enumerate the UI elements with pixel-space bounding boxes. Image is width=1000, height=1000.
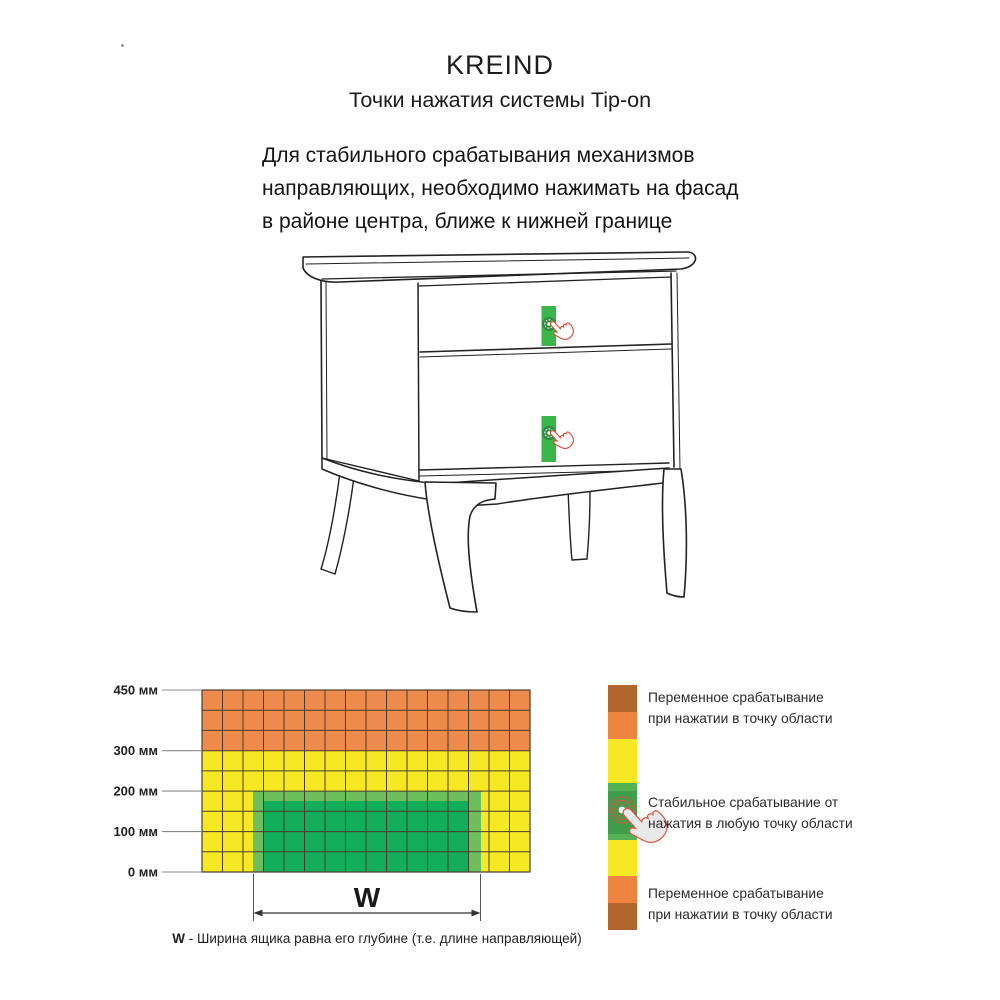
back-right-leg <box>567 487 591 561</box>
intro-line-1: Для стабильного срабатывания механизмов <box>262 144 695 167</box>
legend-bar-brown-bottom <box>608 903 637 930</box>
ripple-outer <box>608 796 636 824</box>
axis-label-300: 300 мм <box>113 743 158 758</box>
footnote: W - Ширина ящика равна его глубине (т.е.… <box>157 931 597 946</box>
legend-bar-brown-top <box>608 685 637 712</box>
legend-line: при нажатии в точку области <box>648 906 833 922</box>
press-zone-top-drawer <box>541 306 578 346</box>
legend-item-variable-top: Переменное срабатывание при нажатии в то… <box>648 688 908 729</box>
legend-line: нажатия в любую точку области <box>648 815 853 831</box>
page-subtitle: Точки нажатия системы Tip-on <box>348 88 652 112</box>
arrowhead-right <box>471 909 481 917</box>
front-left-leg <box>424 481 497 613</box>
drawer-divider <box>419 343 672 353</box>
axis-tick-lines <box>162 689 201 873</box>
axis-label-200: 200 мм <box>113 784 158 799</box>
legend-line: Переменное срабатывание <box>648 886 824 901</box>
page-title: KREIND <box>445 50 554 80</box>
stray-dot <box>121 44 124 47</box>
arrowhead-left <box>253 909 263 917</box>
press-area-grid-diagram: 450 мм 300 мм 200 мм 100 мм 0 мм W <box>113 683 531 921</box>
front-right-leg <box>661 468 688 598</box>
legend-bar-orange-bottom <box>608 876 637 903</box>
cabinet-illustration <box>302 251 697 613</box>
press-zone-bottom-drawer <box>541 416 578 462</box>
legend-bar-yellow-bottom <box>608 840 637 876</box>
axis-label-100: 100 мм <box>113 824 158 839</box>
legend-press-icon <box>608 792 675 853</box>
dimension-extension-lines <box>253 874 481 921</box>
intro-line-3: в районе центра, ближе к нижней границе <box>262 210 673 233</box>
legend-bar-orange-top <box>608 712 637 739</box>
cabinet-line-art <box>302 251 697 613</box>
intro-line-2: направляющих, необходимо нажимать на фас… <box>262 177 739 200</box>
footnote-symbol: W <box>172 931 186 946</box>
back-left-leg <box>320 471 355 575</box>
legend-item-variable-bottom: Переменное срабатывание при нажатии в то… <box>648 884 908 925</box>
axis-label-0: 0 мм <box>128 865 158 880</box>
legend-item-stable: Стабильное срабатывание от нажатия в люб… <box>648 793 908 834</box>
footnote-text: - Ширина ящика равна его глубине (т.е. д… <box>185 931 582 946</box>
legend-line: при нажатии в точку области <box>648 710 833 726</box>
legend-line: Стабильное срабатывание от <box>648 795 839 810</box>
intro-paragraph: Для стабильного срабатывания механизмов … <box>262 139 782 238</box>
axis-label-450: 450 мм <box>113 683 158 698</box>
legend-line: Переменное срабатывание <box>648 690 824 705</box>
legend-bar-yellow-top <box>608 739 637 783</box>
width-dimension-label: W <box>354 882 381 913</box>
